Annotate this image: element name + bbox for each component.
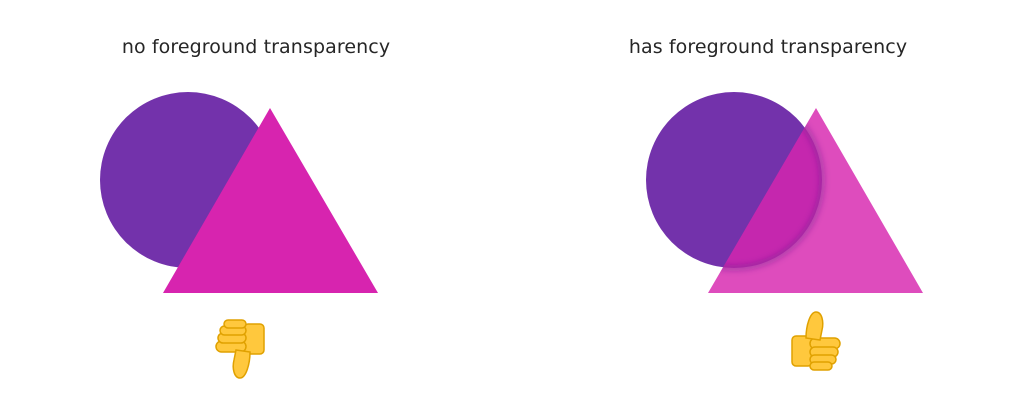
panel-title: has foreground transparency bbox=[628, 36, 908, 58]
illustration-transparent bbox=[646, 92, 923, 371]
magenta-triangle-translucent bbox=[708, 108, 923, 293]
panel-no-transparency: no foreground transparency bbox=[100, 36, 391, 379]
thumbs-down-icon bbox=[215, 319, 265, 379]
illustration-opaque bbox=[100, 92, 378, 379]
panel-title: no foreground transparency bbox=[121, 36, 391, 58]
overlap-shadow bbox=[708, 108, 825, 271]
panel-has-transparency: has foreground transparency bbox=[512, 0, 1024, 400]
thumbs-up-icon bbox=[791, 311, 841, 371]
magenta-triangle bbox=[163, 108, 378, 293]
